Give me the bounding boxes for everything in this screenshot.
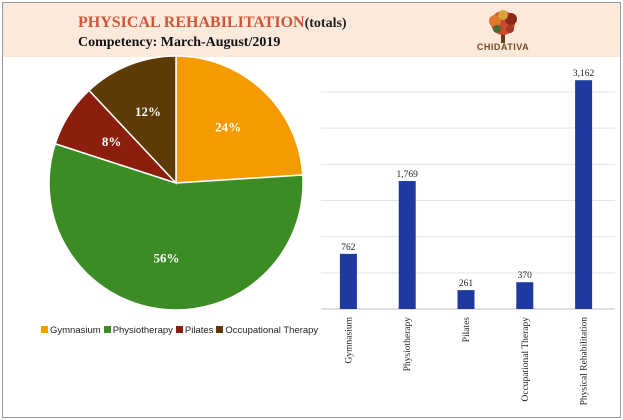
pie-slice-physiotherapy [48,142,304,311]
bar-value-label: 762 [341,243,356,253]
logo-text: CHIDATIVA [476,42,530,52]
charts-canvas: 24% 56% 8% 12% 762 Gymnasium 1,769 Physiothera… [48,55,615,405]
title-main: PHYSICAL REHABILITATION [78,14,305,31]
bar-category-label: Pilates [462,317,472,343]
legend-label: Physiotherapy [112,325,173,336]
pie-slice-label: 56% [153,251,179,266]
bar-category-label: Occupational Therapy [521,317,531,402]
legend-label: Occupational Therapy [225,325,319,336]
pie-slice-gymnasium [175,55,304,184]
bar-physical-rehabilitation [575,80,593,309]
bar-chart: 762 Gymnasium 1,769 Physiotherapy 261 Pilates… [321,69,615,405]
bar-value-label: 370 [518,271,533,281]
pie-slice-label: 12% [135,104,161,119]
tree-logo-icon [489,10,517,43]
pie-chart: 24% 56% 8% 12% [48,55,304,311]
title-suffix: (totals) [304,16,347,31]
bar-occupational-therapy [516,282,534,309]
chart-title: PHYSICAL REHABILITATION(totals) [78,14,347,32]
legend-swatch [175,326,183,333]
legend-item: Gymnasium [41,325,101,336]
pie-slice-label: 8% [102,134,122,149]
bar-value-label: 261 [459,279,474,289]
pie-legend: Gymnasium Physiotherapy Pilates Occupationa… [41,325,321,336]
bar-category-label: Gymnasium [344,316,354,363]
legend-item: Occupational Therapy [216,325,318,336]
legend-label: Gymnasium [50,325,101,336]
bar-physiotherapy [398,181,416,309]
pie-slice-occupational-therapy [88,55,177,185]
legend-label: Pilates [184,325,214,336]
legend-swatch [216,326,224,333]
legend-swatch [103,326,111,333]
pie-slice-label: 24% [215,119,241,134]
bar-category-label: Physical Rehabilitation [580,317,590,406]
legend-swatch [41,326,48,333]
header-banner: PHYSICAL REHABILITATION(totals) Competen… [3,3,620,57]
bar-category-label: Physiotherapy [403,317,413,372]
bar-value-label: 3,162 [573,69,595,79]
legend-item: Pilates [175,325,214,336]
bar-gymnasium [339,253,357,309]
bar-pilates [457,290,475,309]
chart-subtitle: Competency: March-August/2019 [78,35,281,50]
bar-value-label: 1,769 [397,170,419,180]
legend-item: Physiotherapy [103,325,173,336]
